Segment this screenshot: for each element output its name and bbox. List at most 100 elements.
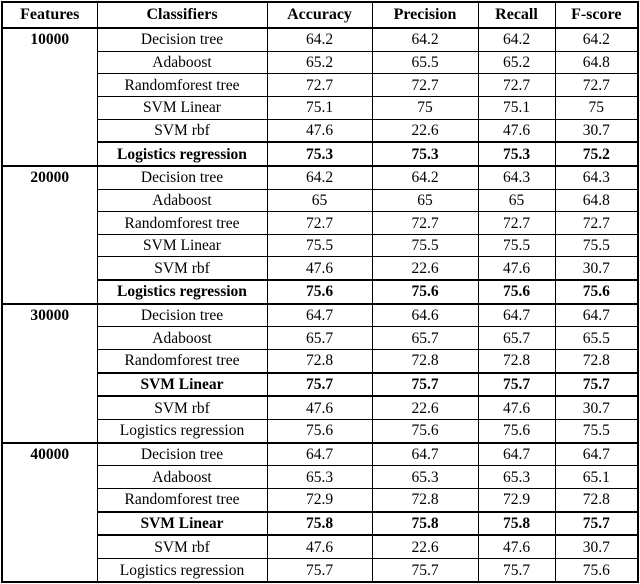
- recall-value: 72.9: [477, 488, 556, 513]
- fscore-value: 75.2: [554, 141, 639, 167]
- precision-value: 75.6: [371, 279, 479, 305]
- classifier-name: Adaboost: [96, 326, 268, 351]
- classifier-name: Logistics regression: [96, 141, 268, 167]
- fscore-value: 65.5: [554, 326, 639, 351]
- classifier-name: SVM Linear: [96, 95, 268, 120]
- fscore-value: 75.5: [554, 233, 639, 258]
- features-value: 10000: [1, 27, 98, 167]
- accuracy-value: 75.5: [266, 233, 373, 258]
- recall-value: 65.7: [477, 326, 556, 351]
- table-row: SVM rbf 47.6 22.6 47.6 30.7: [2, 256, 639, 281]
- recall-value: 75.8: [477, 510, 556, 537]
- accuracy-value: 75.7: [266, 558, 373, 583]
- accuracy-value: 72.7: [266, 211, 373, 235]
- table-row: 30000 Decision tree 64.7 64.6 64.7 64.7: [1, 302, 639, 444]
- classifier-name: SVM rbf: [96, 395, 268, 421]
- classifier-name: SVM rbf: [96, 534, 268, 560]
- column-header-accuracy: Accuracy: [266, 1, 373, 29]
- classifier-name: SVM Linear: [96, 371, 268, 398]
- accuracy-value: 65.3: [266, 465, 373, 490]
- table-row: Randomforest tree 72.7 72.7 72.7 72.7: [2, 211, 639, 235]
- precision-value: 65.5: [371, 50, 479, 75]
- fscore-value: 75.7: [554, 371, 639, 398]
- recall-value: 72.8: [477, 349, 556, 374]
- accuracy-value: 64.2: [266, 26, 373, 52]
- precision-value: 22.6: [371, 118, 479, 143]
- table-row: SVM Linear 75.1 75 75.1 75: [2, 95, 639, 120]
- recall-value: 75.1: [477, 95, 556, 120]
- table-row: Logistics regression 75.3 75.3 75.3 75.2: [2, 141, 639, 167]
- fscore-value: 30.7: [554, 118, 639, 143]
- precision-value: 75.6: [371, 419, 479, 444]
- accuracy-value: 72.9: [266, 488, 373, 513]
- precision-value: 72.8: [371, 349, 479, 374]
- fscore-value: 75.6: [554, 279, 639, 305]
- accuracy-value: 65.7: [266, 326, 373, 351]
- features-value: 30000: [1, 302, 98, 444]
- table-row: Adaboost 65 65 65 64.8: [2, 188, 639, 213]
- fscore-value: 64.8: [554, 188, 639, 213]
- recall-value: 64.3: [477, 164, 556, 190]
- fscore-value: 72.7: [554, 73, 639, 97]
- accuracy-value: 65.2: [266, 50, 373, 75]
- classifier-name: Logistics regression: [96, 279, 268, 305]
- recall-value: 75.6: [477, 419, 556, 444]
- accuracy-value: 64.7: [266, 441, 373, 467]
- precision-value: 75.7: [371, 371, 479, 398]
- precision-value: 22.6: [371, 395, 479, 421]
- fscore-value: 75.5: [554, 419, 639, 444]
- table-header: Features Classifiers Accuracy Precision …: [1, 1, 639, 29]
- recall-value: 47.6: [477, 256, 556, 281]
- recall-value: 47.6: [477, 534, 556, 560]
- recall-value: 64.7: [477, 441, 556, 467]
- table-row: Randomforest tree 72.9 72.8 72.9 72.8: [2, 488, 639, 513]
- accuracy-value: 47.6: [266, 395, 373, 421]
- recall-value: 72.7: [477, 73, 556, 97]
- accuracy-value: 47.6: [266, 118, 373, 143]
- table-row: SVM Linear 75.5 75.5 75.5 75.5: [2, 233, 639, 258]
- classifier-name: SVM rbf: [96, 256, 268, 281]
- precision-value: 65.3: [371, 465, 479, 490]
- classifier-name: Decision tree: [96, 302, 268, 328]
- table-row: 10000 Decision tree 64.2 64.2 64.2 64.2: [1, 26, 639, 167]
- fscore-value: 30.7: [554, 395, 639, 421]
- table-row: Adaboost 65.2 65.5 65.2 64.8: [2, 50, 639, 75]
- accuracy-value: 64.7: [266, 302, 373, 328]
- fscore-value: 75: [554, 95, 639, 120]
- accuracy-value: 72.7: [266, 73, 373, 97]
- classifier-name: SVM rbf: [96, 118, 268, 143]
- table-row: SVM rbf 47.6 22.6 47.6 30.7: [2, 118, 639, 143]
- recall-value: 47.6: [477, 118, 556, 143]
- recall-value: 75.7: [477, 371, 556, 398]
- classifier-name: Randomforest tree: [96, 488, 268, 513]
- precision-value: 75: [371, 95, 479, 120]
- accuracy-value: 75.8: [266, 510, 373, 537]
- table-row: Logistics regression 75.6 75.6 75.6 75.5: [2, 419, 639, 444]
- precision-value: 72.7: [371, 73, 479, 97]
- table-row: Adaboost 65.7 65.7 65.7 65.5: [2, 326, 639, 351]
- table-row: SVM Linear 75.7 75.7 75.7 75.7: [2, 371, 639, 398]
- accuracy-value: 75.6: [266, 279, 373, 305]
- precision-value: 72.7: [371, 211, 479, 235]
- precision-value: 64.7: [371, 441, 479, 467]
- table-row: 40000 Decision tree 64.7 64.7 64.7 64.7: [1, 441, 639, 583]
- fscore-value: 64.3: [554, 164, 639, 190]
- accuracy-value: 47.6: [266, 534, 373, 560]
- classifier-name: SVM Linear: [96, 510, 268, 537]
- precision-value: 65.7: [371, 326, 479, 351]
- recall-value: 75.5: [477, 233, 556, 258]
- accuracy-value: 64.2: [266, 164, 373, 190]
- column-header-classifiers: Classifiers: [96, 1, 268, 29]
- precision-value: 64.2: [371, 164, 479, 190]
- accuracy-value: 75.7: [266, 371, 373, 398]
- classifier-name: Adaboost: [96, 188, 268, 213]
- classifier-name: Adaboost: [96, 465, 268, 490]
- fscore-value: 75.7: [554, 510, 639, 537]
- fscore-value: 64.7: [554, 302, 639, 328]
- table-row: SVM Linear 75.8 75.8 75.8 75.7: [2, 510, 639, 537]
- precision-value: 75.7: [371, 558, 479, 583]
- precision-value: 22.6: [371, 256, 479, 281]
- results-table-body: 10000 Decision tree 64.2 64.2 64.2 64.2 Adaboo…: [1, 26, 639, 583]
- classifier-name: Randomforest tree: [96, 349, 268, 374]
- table-row: SVM rbf 47.6 22.6 47.6 30.7: [2, 395, 639, 421]
